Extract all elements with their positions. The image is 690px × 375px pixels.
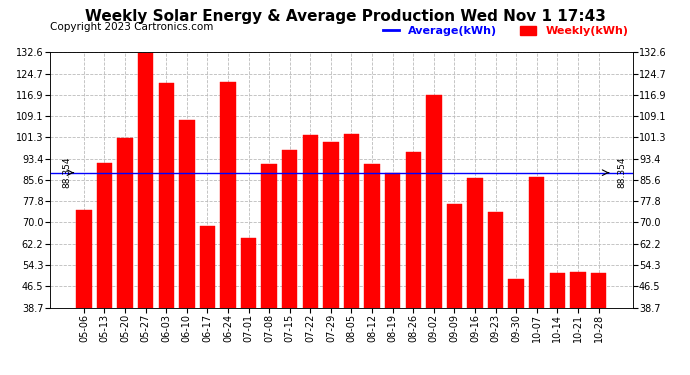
Legend: Average(kWh), Weekly(kWh): Average(kWh), Weekly(kWh) [378, 22, 633, 41]
Bar [426, 95, 442, 375]
Bar [117, 138, 132, 375]
Text: Weekly Solar Energy & Average Production Wed Nov 1 17:43: Weekly Solar Energy & Average Production… [85, 9, 605, 24]
Bar [76, 210, 92, 375]
Bar [467, 178, 483, 375]
Bar [97, 163, 112, 375]
Bar [323, 142, 339, 375]
Text: Copyright 2023 Cartronics.com: Copyright 2023 Cartronics.com [50, 22, 213, 32]
Bar [241, 238, 256, 375]
Bar [262, 164, 277, 375]
Bar [529, 177, 544, 375]
Bar [138, 53, 153, 375]
Text: 88.354: 88.354 [617, 157, 626, 188]
Bar [364, 164, 380, 375]
Bar [406, 152, 421, 375]
Bar [282, 150, 297, 375]
Bar [179, 120, 195, 375]
Bar [446, 204, 462, 375]
Bar [550, 273, 565, 375]
Bar [570, 272, 586, 375]
Bar [385, 173, 400, 375]
Text: 88.354: 88.354 [62, 157, 71, 188]
Bar [199, 226, 215, 375]
Bar [509, 279, 524, 375]
Bar [159, 83, 174, 375]
Bar [591, 273, 607, 375]
Bar [488, 212, 503, 375]
Bar [220, 82, 236, 375]
Bar [303, 135, 318, 375]
Bar [344, 134, 359, 375]
